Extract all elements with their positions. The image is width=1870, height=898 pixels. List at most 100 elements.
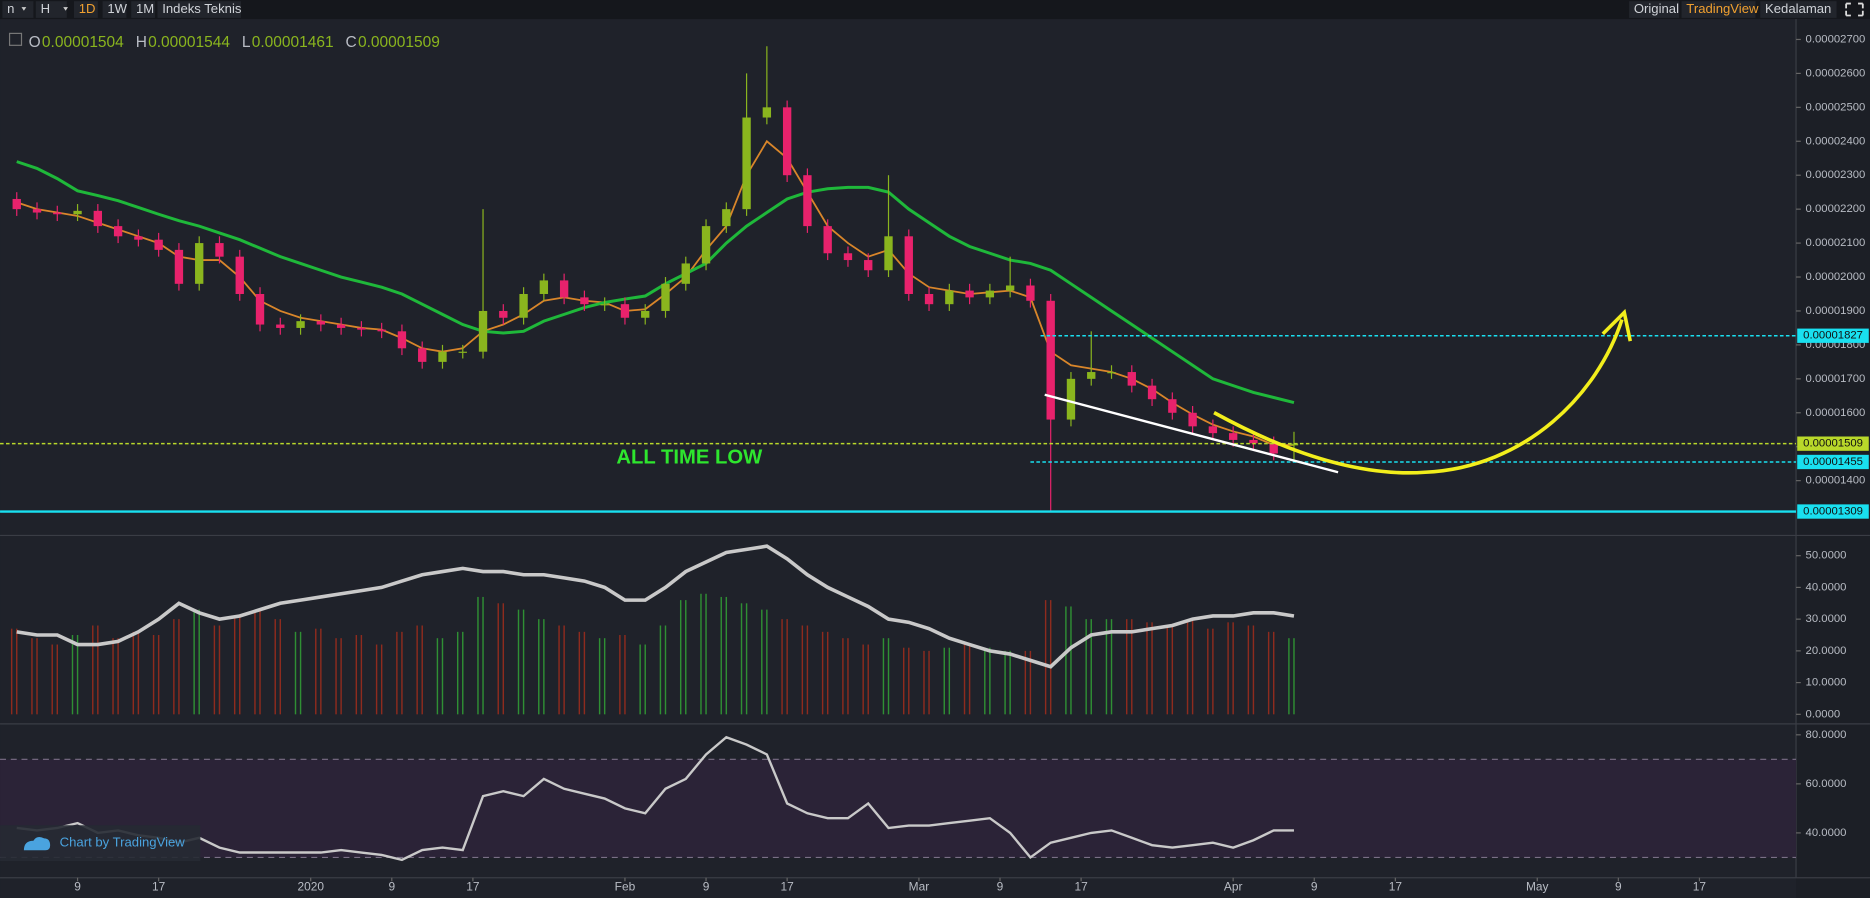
indicator-bar (821, 631, 824, 715)
indicator-bar (598, 638, 601, 715)
candle-body (823, 226, 832, 254)
y-tick-label: 50.0000 (1806, 550, 1847, 562)
indicator-bar (51, 644, 53, 715)
arrow-head (1601, 308, 1633, 342)
indicator-bar (1232, 622, 1234, 715)
indicator-bar (522, 609, 525, 715)
indicator-bar (563, 625, 565, 715)
candle-body (1168, 399, 1177, 413)
indicator-bar (1105, 619, 1108, 715)
indicator-bar (644, 644, 646, 715)
candle-body (782, 107, 792, 176)
toolbar-button[interactable] (157, 1, 241, 18)
candle-body (600, 304, 609, 306)
indicator-bar (761, 609, 763, 715)
candle-body (1107, 372, 1116, 374)
toolbar-bg (0, 0, 1870, 20)
indicator-bar (1212, 628, 1214, 715)
fullscreen-icon[interactable] (1845, 2, 1864, 17)
toolbar-label[interactable]: Original (1634, 1, 1679, 16)
candle-body (762, 107, 772, 118)
indicator-bar (1166, 625, 1168, 715)
indicator-bar (274, 619, 276, 715)
toolbar-button[interactable] (1681, 1, 1756, 18)
x-tick-label: Feb (615, 879, 636, 893)
y-tick-label: 0.00002000 (1806, 271, 1866, 283)
x-tick-label: 9 (388, 879, 395, 893)
indicator-bar (882, 638, 885, 715)
y-tick-label: 0.00002700 (1806, 33, 1866, 45)
toolbar-label[interactable]: 1D (79, 1, 96, 16)
indicator-bar (173, 619, 175, 715)
indicator-bar (801, 625, 804, 715)
indicator-bar (355, 635, 358, 715)
y-tick-label: 0.00001600 (1806, 407, 1866, 419)
indicator-bar (497, 603, 499, 715)
toolbar-label[interactable]: TradingView (1686, 1, 1759, 16)
indicator-bar (477, 596, 479, 715)
indicator-bar (1171, 625, 1174, 715)
toolbar-button[interactable] (2, 1, 34, 18)
indicator-bar (112, 638, 114, 715)
y-tick-label: 80.0000 (1806, 729, 1847, 741)
indicator-bar (1288, 638, 1290, 715)
collapse-icon[interactable] (8, 32, 23, 46)
toolbar-button[interactable] (131, 1, 156, 18)
toolbar-label[interactable]: H (41, 1, 50, 16)
dropdown-arrow (21, 7, 27, 11)
toolbar-label[interactable]: Indeks Teknis (162, 1, 242, 16)
candle-body (113, 226, 123, 237)
indicator-bar (97, 625, 99, 715)
indicator-bar (178, 619, 180, 715)
toolbar-button[interactable] (1629, 1, 1680, 18)
indicator-bar (867, 644, 869, 715)
indicator-bar (198, 609, 200, 715)
toolbar-button[interactable] (73, 1, 98, 18)
indicator-bar (279, 619, 282, 715)
indicator-bar (117, 638, 119, 715)
candle-body (843, 253, 853, 261)
y-tick-label: 0.00001400 (1806, 475, 1866, 487)
candle-body (134, 236, 143, 240)
indicator-bar (16, 628, 18, 715)
candle-body (32, 209, 42, 213)
y-tick-label: 30.0000 (1806, 613, 1847, 625)
indicator-bar (502, 603, 505, 715)
indicator-bar (862, 644, 864, 715)
toolbar-label[interactable]: n (7, 1, 14, 16)
candle-body (499, 310, 508, 318)
indicator-bar (1191, 619, 1194, 715)
indicator-bar (745, 603, 748, 715)
indicator-bar (902, 647, 905, 715)
toolbar-label[interactable]: Kedalaman (1765, 1, 1831, 16)
indicator-bar (842, 638, 844, 715)
indicator-bar (462, 631, 464, 715)
indicator-bar (989, 647, 991, 715)
indicator-bar (1227, 622, 1229, 715)
toolbar-button[interactable] (1760, 1, 1837, 18)
indicator-bar (664, 625, 667, 715)
candle-body (1127, 372, 1136, 386)
candle-body (803, 175, 812, 227)
y-tick-label: 0.00002600 (1806, 67, 1866, 79)
y-tick-label: 0.00001900 (1806, 305, 1866, 317)
price-level-box (1797, 436, 1869, 451)
y-tick-label: 10.0000 (1806, 677, 1847, 689)
candle-body (397, 331, 407, 349)
indicator-bar (963, 644, 966, 715)
indicator-bar (1151, 622, 1153, 715)
toolbar-button[interactable] (35, 1, 67, 18)
ohlc-key: L (242, 34, 251, 51)
indicator-bar (416, 625, 418, 715)
toolbar-button[interactable] (102, 1, 127, 18)
candle-body (559, 280, 569, 298)
toolbar-label[interactable]: 1M (136, 1, 154, 16)
indicator-bar (456, 631, 459, 715)
toolbar-label[interactable]: 1W (107, 1, 127, 16)
ohlc-key: H (136, 34, 147, 51)
indicator-bar (401, 631, 403, 715)
indicator-bar (984, 647, 986, 715)
indicator-bar (320, 628, 322, 715)
